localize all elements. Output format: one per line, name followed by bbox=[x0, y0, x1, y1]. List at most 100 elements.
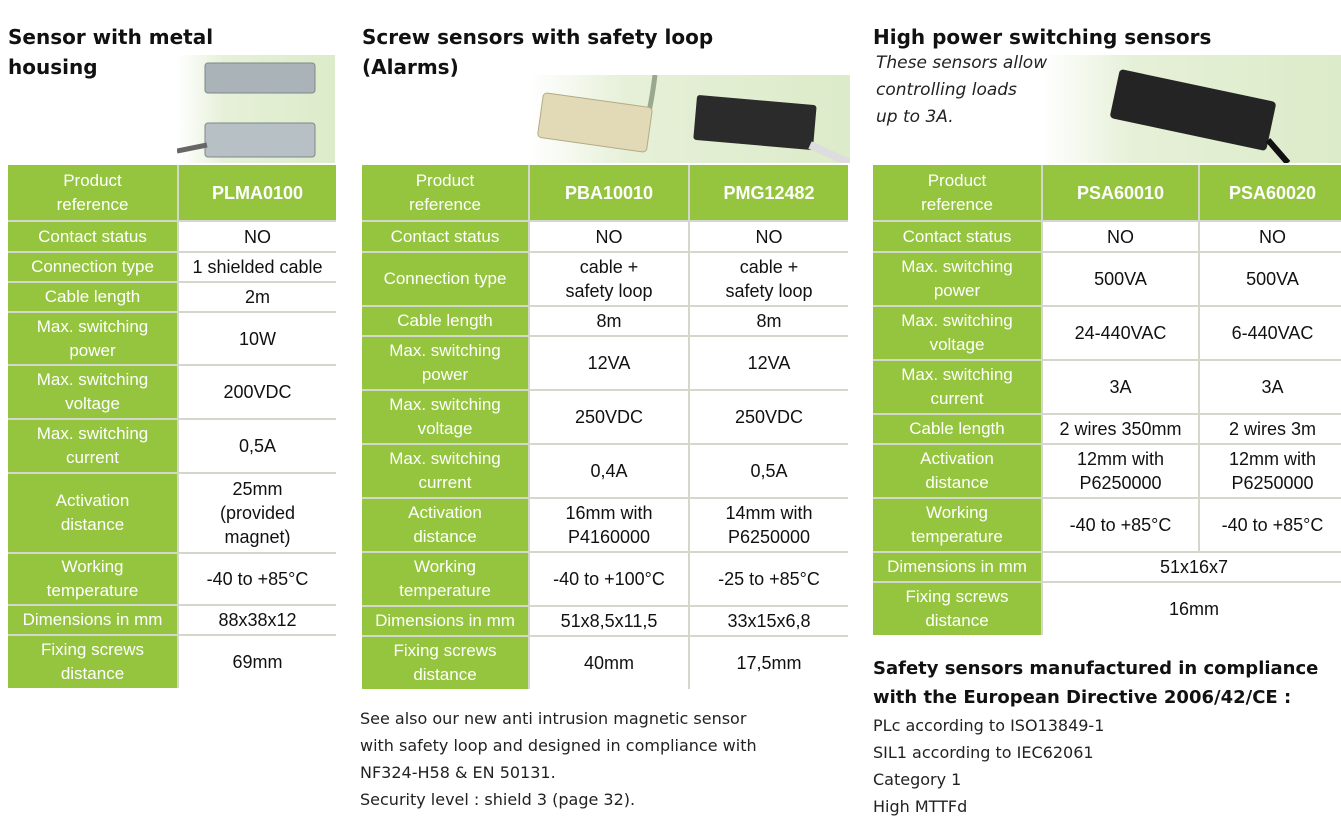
product-image bbox=[1043, 55, 1341, 165]
spec-value: 8m bbox=[530, 307, 688, 335]
row-label: Product reference bbox=[362, 165, 528, 220]
spec-value: 2 wires 350mm bbox=[1043, 415, 1198, 443]
note-line: See also our new anti intrusion magnetic… bbox=[360, 709, 747, 728]
row-label: Connection type bbox=[362, 253, 528, 305]
row-label: Cable length bbox=[873, 415, 1041, 443]
row-label: Cable length bbox=[362, 307, 528, 335]
spec-value: 0,4A bbox=[530, 445, 688, 497]
product-reference: PSA60010 bbox=[1043, 165, 1198, 220]
spec-value: 16mm bbox=[1043, 583, 1341, 635]
spec-value: 2 wires 3m bbox=[1200, 415, 1341, 443]
spec-value: 500VA bbox=[1043, 253, 1198, 305]
row-label: Max. switching current bbox=[873, 361, 1041, 413]
spec-value: 14mm with P6250000 bbox=[690, 499, 848, 551]
row-label: Contact status bbox=[8, 222, 177, 251]
product-reference: PMG12482 bbox=[690, 165, 848, 220]
row-label: Max. switching current bbox=[362, 445, 528, 497]
spec-value: -40 to +85°C bbox=[179, 554, 336, 604]
spec-value: NO bbox=[690, 222, 848, 251]
compliance-line: High MTTFd bbox=[873, 797, 968, 816]
spec-value: 1 shielded cable bbox=[179, 253, 336, 281]
spec-value: 12mm with P6250000 bbox=[1043, 445, 1198, 497]
spec-value: 69mm bbox=[179, 636, 336, 688]
spec-value: 6-440VAC bbox=[1200, 307, 1341, 359]
spec-value: -40 to +100°C bbox=[530, 553, 688, 605]
spec-value: 51x16x7 bbox=[1043, 553, 1341, 581]
spec-value: NO bbox=[1200, 222, 1341, 251]
product-reference: PSA60020 bbox=[1200, 165, 1341, 220]
row-label: Max. switching power bbox=[362, 337, 528, 389]
spec-value: NO bbox=[179, 222, 336, 251]
row-label: Max. switching voltage bbox=[873, 307, 1041, 359]
row-label: Product reference bbox=[873, 165, 1041, 220]
row-label: Fixing screws distance bbox=[8, 636, 177, 688]
spec-value: 88x38x12 bbox=[179, 606, 336, 634]
spec-value: 8m bbox=[690, 307, 848, 335]
product-image bbox=[530, 74, 852, 167]
row-label: Contact status bbox=[362, 222, 528, 251]
row-label: Max. switching voltage bbox=[362, 391, 528, 443]
row-label: Activation distance bbox=[8, 474, 177, 552]
spec-value: -40 to +85°C bbox=[1200, 499, 1341, 551]
spec-value: 0,5A bbox=[690, 445, 848, 497]
spec-value: -25 to +85°C bbox=[690, 553, 848, 605]
spec-value: 500VA bbox=[1200, 253, 1341, 305]
spec-table: Product reference PSA60010 PSA60020 Contact… bbox=[873, 165, 1341, 635]
spec-value: NO bbox=[530, 222, 688, 251]
spec-value: 3A bbox=[1043, 361, 1198, 413]
row-label: Dimensions in mm bbox=[362, 607, 528, 635]
row-label: Activation distance bbox=[362, 499, 528, 551]
row-label: Working temperature bbox=[873, 499, 1041, 551]
section-title: Sensor with metal housing bbox=[8, 25, 214, 79]
spec-value: 10W bbox=[179, 313, 336, 364]
spec-value: 200VDC bbox=[179, 366, 336, 418]
spec-value: 17,5mm bbox=[690, 637, 848, 689]
spec-value: 0,5A bbox=[179, 420, 336, 472]
spec-value: 16mm with P4160000 bbox=[530, 499, 688, 551]
compliance-heading: Safety sensors manufactured in complianc… bbox=[873, 658, 1319, 708]
row-label: Working temperature bbox=[8, 554, 177, 604]
product-image bbox=[176, 55, 335, 163]
section-subtitle: These sensors allow controlling loads up… bbox=[876, 53, 1048, 127]
sensor-drawing bbox=[537, 74, 852, 167]
spec-value: NO bbox=[1043, 222, 1198, 251]
sensor-drawing bbox=[1110, 69, 1291, 165]
row-label: Max. switching current bbox=[8, 420, 177, 472]
section-title: High power switching sensors bbox=[873, 25, 1212, 49]
spec-value: 24-440VAC bbox=[1043, 307, 1198, 359]
spec-value: 33x15x6,8 bbox=[690, 607, 848, 635]
product-reference: PLMA0100 bbox=[179, 165, 336, 220]
spec-table: Product reference PBA10010 PMG12482 Contact… bbox=[362, 165, 848, 689]
spec-value: cable + safety loop bbox=[530, 253, 688, 305]
row-label: Contact status bbox=[873, 222, 1041, 251]
spec-value: -40 to +85°C bbox=[1043, 499, 1198, 551]
spec-value: 250VDC bbox=[530, 391, 688, 443]
row-label: Max. switching voltage bbox=[8, 366, 177, 418]
product-reference: PBA10010 bbox=[530, 165, 688, 220]
row-label: Working temperature bbox=[362, 553, 528, 605]
compliance-line: SIL1 according to IEC62061 bbox=[873, 743, 1094, 762]
spec-value: 2m bbox=[179, 283, 336, 311]
spec-value: 250VDC bbox=[690, 391, 848, 443]
sensor-drawing bbox=[176, 62, 316, 158]
row-label: Fixing screws distance bbox=[362, 637, 528, 689]
note-line: with safety loop and designed in complia… bbox=[360, 736, 757, 755]
note-line: NF324-H58 & EN 50131. bbox=[360, 763, 556, 782]
spec-value: 12VA bbox=[530, 337, 688, 389]
row-label: Dimensions in mm bbox=[873, 553, 1041, 581]
note-line: Security level : shield 3 (page 32). bbox=[360, 790, 636, 809]
row-label: Max. switching power bbox=[873, 253, 1041, 305]
spec-value: 51x8,5x11,5 bbox=[530, 607, 688, 635]
row-label: Connection type bbox=[8, 253, 177, 281]
row-label: Max. switching power bbox=[8, 313, 177, 364]
row-label: Activation distance bbox=[873, 445, 1041, 497]
spec-value: 12VA bbox=[690, 337, 848, 389]
spec-value: 3A bbox=[1200, 361, 1341, 413]
row-label: Product reference bbox=[8, 165, 177, 220]
row-label: Fixing screws distance bbox=[873, 583, 1041, 635]
spec-value: cable + safety loop bbox=[690, 253, 848, 305]
compliance-line: PLc according to ISO13849-1 bbox=[873, 716, 1105, 735]
row-label: Dimensions in mm bbox=[8, 606, 177, 634]
spec-value: 40mm bbox=[530, 637, 688, 689]
